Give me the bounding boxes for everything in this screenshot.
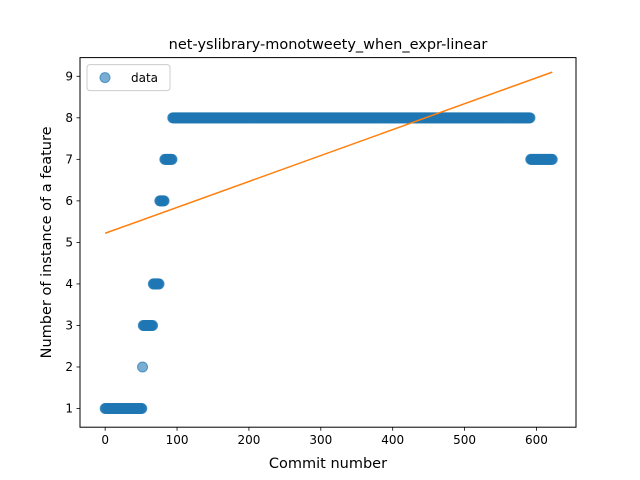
legend-box [86,64,171,92]
x-tick-label: 100 [166,433,189,447]
legend: data [86,64,171,92]
x-tick-label: 600 [525,433,548,447]
data-point [524,112,536,124]
x-axis-ticks: 0 100 200 300 400 500 600 [101,427,548,447]
data-point [166,153,178,165]
x-axis-label: Commit number [269,456,387,472]
legend-label-data: data [131,71,158,85]
data-point [137,361,149,373]
y-tick-label: 9 [65,69,73,83]
x-tick-label: 400 [381,433,404,447]
y-axis-ticks: 1 2 3 4 5 6 7 8 9 [65,69,80,416]
y-tick-label: 1 [65,402,73,416]
y-tick-label: 4 [65,277,73,291]
y-axis-label: Number of instance of a feature [39,126,55,358]
data-point [147,319,159,331]
y-tick-label: 2 [65,360,73,374]
x-tick-label: 200 [237,433,260,447]
data-point [546,153,558,165]
y-tick-label: 5 [65,236,73,250]
data-point [158,195,170,207]
y-tick-label: 7 [65,153,73,167]
y-tick-label: 3 [65,319,73,333]
y-tick-label: 8 [65,111,73,125]
x-tick-label: 500 [453,433,476,447]
x-tick-label: 300 [309,433,332,447]
data-point [153,278,165,290]
plot-content [99,71,558,415]
chart-title: net-yslibrary-monotweety_when_expr-linea… [169,37,488,53]
legend-marker-data [99,72,111,84]
fit-line [104,71,553,234]
y-tick-label: 6 [65,194,73,208]
data-point [136,403,148,415]
x-tick-label: 0 [101,433,109,447]
